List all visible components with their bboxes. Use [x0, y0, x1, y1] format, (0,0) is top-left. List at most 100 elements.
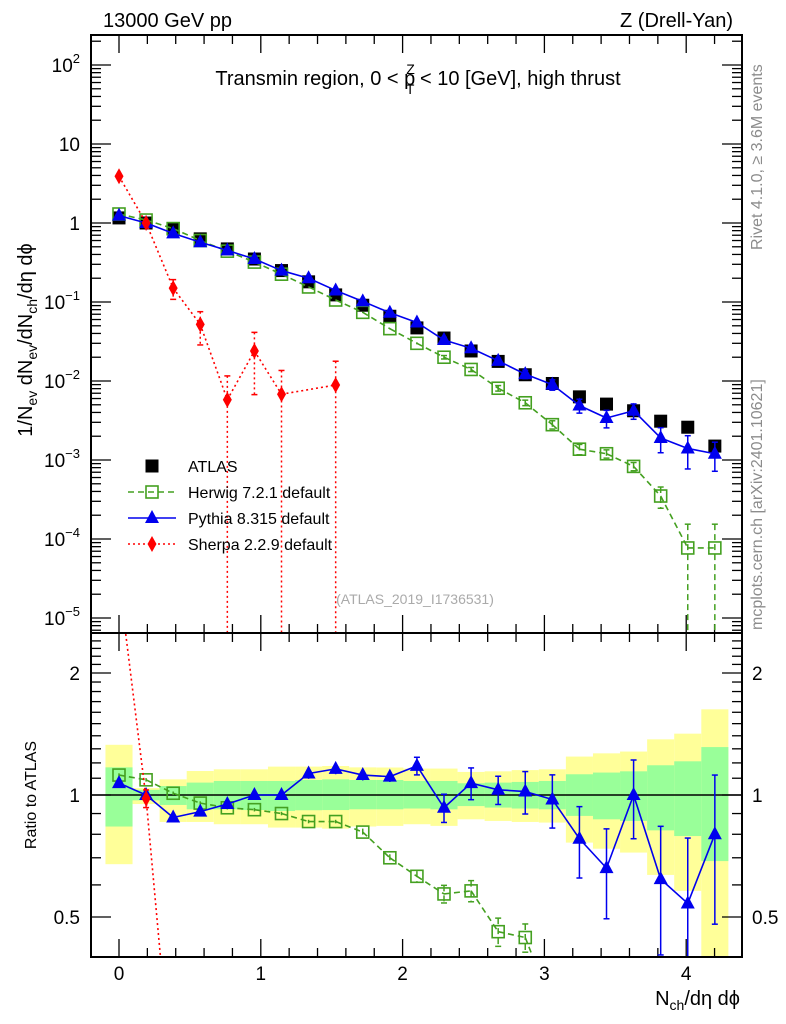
ratio-y-tick-label-right: 0.5: [752, 908, 778, 929]
herwig-ratio-line-segment: [498, 930, 526, 939]
herwig-point: [572, 442, 587, 456]
y-tick-label: 102: [52, 51, 80, 77]
pythia-ratio-point: [193, 803, 208, 817]
pythia-ratio-line-segment: [362, 774, 390, 778]
herwig-ratio-line-segment: [524, 937, 534, 957]
legend: ATLAS Herwig 7.2.1 default Pythia 8.315 de…: [128, 459, 333, 554]
herwig-line-segment: [389, 327, 418, 345]
sherpa-point: [277, 386, 287, 403]
herwig-line-segment: [443, 356, 472, 371]
x-tick-label: 0: [114, 964, 125, 985]
herwig-point: [653, 489, 668, 503]
pythia-ratio-point: [464, 775, 479, 789]
y-tick-label: 1: [69, 214, 80, 235]
herwig-point: [599, 446, 614, 461]
pythia-point: [193, 234, 208, 248]
herwig-ratio-line-segment: [281, 812, 309, 823]
pythia-ratio-line-segment: [632, 794, 662, 880]
side-text-rivet: Rivet 4.1.0, ≥ 3.6M events: [749, 64, 766, 250]
y-tick-label: 10: [59, 135, 80, 156]
pythia-ratio-line-segment: [605, 794, 635, 869]
side-text-mcplots: mcplots.cern.ch [arXiv:2401.10621]: [749, 379, 766, 630]
ratio-y-tick-label-left: 0.5: [54, 908, 80, 929]
herwig-ratio-line-segment: [416, 875, 445, 895]
herwig-ratio-point: [355, 825, 370, 839]
sherpa-point: [222, 391, 232, 408]
main-plot-marks: [112, 168, 722, 632]
x-axis-label: Nch/dη dϕ: [655, 988, 740, 1013]
herwig-ratio-point: [274, 806, 289, 821]
pythia-point: [545, 376, 560, 390]
herwig-ratio-point: [383, 850, 397, 865]
pythia-point: [680, 440, 695, 454]
herwig-ratio-point: [166, 786, 180, 801]
y-tick-exponent: −5: [65, 604, 80, 619]
herwig-line-segment: [470, 368, 499, 389]
legend-marker: [147, 536, 157, 552]
atlas-point: [572, 390, 586, 404]
pythia-point: [572, 397, 587, 411]
stat-uncertainty-band-bin: [674, 761, 702, 837]
sherpa-line-segment: [199, 324, 229, 400]
x-tick-label: 4: [681, 964, 692, 985]
y-tick-label: 10−4: [44, 525, 80, 551]
herwig-point: [518, 395, 533, 410]
herwig-line-segment: [362, 311, 391, 330]
y-tick-label: 10−3: [44, 446, 80, 472]
y-tick-base: 10: [44, 372, 65, 393]
sherpa-ratio-point: [141, 790, 151, 807]
pythia-point: [274, 262, 289, 276]
herwig-ratio-line-segment: [389, 857, 418, 877]
ratio-y-tick-label-left: 2: [69, 664, 80, 685]
herwig-point: [410, 336, 424, 351]
pythia-ratio-line-segment: [551, 799, 581, 840]
herwig-line-segment: [118, 213, 147, 221]
ratio-y-axis-label: Ratio to ATLAS: [23, 741, 40, 849]
sherpa-ratio-line-segment: [145, 798, 162, 957]
pythia-point: [355, 293, 370, 307]
ratio-y-tick-label-left: 1: [69, 786, 80, 807]
sherpa-line-segment: [281, 384, 336, 396]
sherpa-point: [141, 215, 151, 231]
plot-title: Transmin region, 0 < pZ T < 10 [GeV], hig…: [215, 61, 621, 97]
herwig-point: [680, 541, 695, 555]
herwig-ratio-point: [437, 887, 451, 901]
herwig-ratio-point: [328, 814, 343, 829]
pythia-ratio-point: [112, 775, 126, 789]
pythia-point: [599, 410, 614, 424]
pythia-ratio-point: [653, 871, 668, 885]
pythia-point: [301, 270, 316, 284]
herwig-ratio-line-segment: [145, 779, 174, 794]
sherpa-point: [249, 342, 259, 359]
ratio-bands: [105, 709, 729, 956]
header-right: Z (Drell-Yan): [620, 10, 733, 32]
analysis-watermark: (ATLAS_2019_I1736531): [336, 591, 494, 607]
legend-marker: [145, 459, 159, 473]
pythia-ratio-point: [680, 895, 695, 909]
legend-label: Sherpa 2.2.9 default: [188, 537, 333, 554]
herwig-point: [545, 417, 560, 432]
sherpa-line-segment: [145, 222, 174, 289]
sherpa-point: [114, 168, 124, 185]
pythia-point: [166, 225, 181, 239]
pythia-point: [409, 314, 424, 328]
herwig-line-segment: [172, 227, 201, 242]
header-left: 13000 GeV pp: [103, 10, 232, 32]
herwig-ratio-line-segment: [443, 890, 472, 895]
pythia-point: [437, 332, 452, 346]
y-tick-base: 10: [59, 135, 80, 156]
pythia-ratio-point: [382, 768, 397, 782]
ratio-y-tick-label-right: 1: [752, 786, 763, 807]
stat-uncertainty-band-bin: [592, 772, 621, 820]
legend-marker: [145, 485, 159, 499]
y-tick-base: 10: [52, 56, 73, 77]
pythia-ratio-point: [220, 796, 235, 810]
pythia-point: [518, 366, 533, 380]
herwig-ratio-line-segment: [335, 820, 364, 833]
legend-label: Pythia 8.315 default: [188, 511, 330, 528]
y-tick-base: 10: [44, 293, 65, 314]
herwig-ratio-point: [301, 814, 316, 829]
y-tick-base: 10: [44, 530, 65, 551]
x-tick-label: 3: [539, 964, 550, 985]
